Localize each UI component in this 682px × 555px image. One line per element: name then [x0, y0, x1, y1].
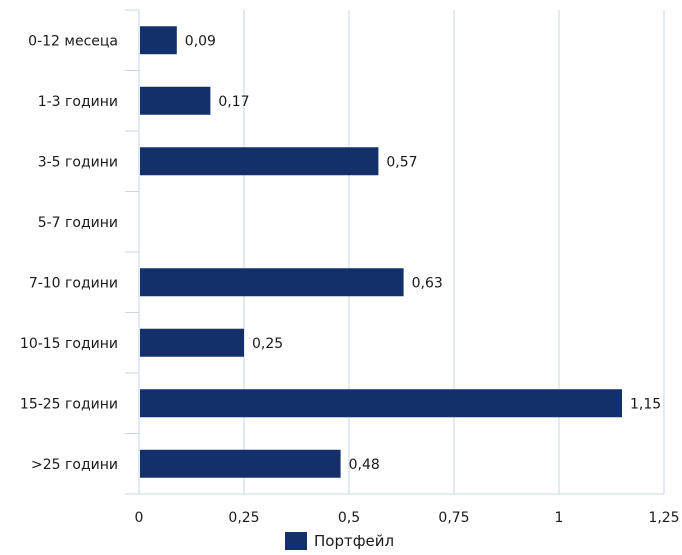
- bar: [140, 449, 341, 478]
- legend-label: Портфейл: [314, 532, 395, 550]
- category-label: 15-25 години: [20, 396, 118, 412]
- bar: [140, 86, 211, 115]
- x-tick-label: 1: [555, 510, 564, 526]
- legend: Портфейл: [285, 530, 394, 552]
- category-label: 3-5 години: [38, 154, 118, 170]
- legend-swatch: [285, 532, 307, 550]
- data-label: 1,15: [630, 396, 661, 412]
- x-tick-label: 0: [135, 510, 144, 526]
- bar: [140, 26, 177, 55]
- bars: 0,09 0,17 0,57 0,63 0,25 1,15 0,48: [140, 26, 661, 478]
- x-tick-label: 1,25: [648, 510, 679, 526]
- x-tick-label: 0,25: [228, 510, 259, 526]
- category-label: 5-7 години: [38, 215, 118, 231]
- axes: 0 0,25 0,5 0,75 1 1,25 0-12 месеца 1-3 години 3-…: [20, 9, 680, 526]
- bar: [140, 147, 379, 176]
- category-label: 10-15 години: [20, 336, 118, 352]
- gridlines: [243, 10, 665, 494]
- data-label: 0,09: [185, 33, 216, 49]
- data-label: 0,57: [386, 154, 417, 170]
- category-label: >25 години: [31, 457, 118, 473]
- data-label: 0,48: [349, 457, 380, 473]
- data-label: 0,63: [412, 275, 443, 291]
- bar: [140, 328, 244, 357]
- bar: [140, 389, 622, 418]
- data-label: 0,25: [252, 336, 283, 352]
- x-tick-label: 0,5: [338, 510, 360, 526]
- bar: [140, 268, 404, 297]
- x-tick-label: 0,75: [438, 510, 469, 526]
- category-label: 0-12 месеца: [28, 33, 118, 49]
- category-label: 7-10 години: [29, 275, 118, 291]
- category-label: 1-3 години: [38, 94, 118, 110]
- data-label: 0,17: [218, 94, 249, 110]
